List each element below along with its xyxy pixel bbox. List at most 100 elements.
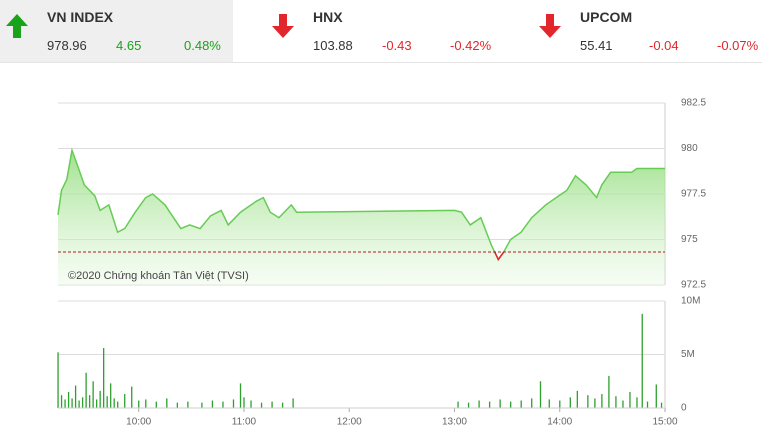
volume-bar [81,397,84,408]
area [58,150,665,285]
volume-bar [569,397,571,408]
down-arrow [539,14,561,38]
x-tick-label: 10:00 [126,417,151,428]
divider [0,62,762,63]
index-percent: -0.07% [717,38,759,53]
volume-bar [113,398,115,408]
volume-bar [629,391,631,408]
y-tick-label: 0 [681,403,687,414]
volume-bar [176,402,178,408]
index-value: 103.88 [313,38,353,53]
volume-bar [106,396,108,408]
volume-bar [187,401,189,408]
index-percent: -0.42% [450,38,492,53]
index-change: -0.43 [382,38,412,53]
volume-bar [622,400,624,408]
volume-bar [145,399,147,408]
index-name: UPCOM [580,9,633,25]
volume-bar [211,400,214,408]
index-change: 4.65 [116,38,142,53]
volume-bar [232,399,235,408]
volume-bar [281,402,284,408]
volume-bar [488,401,491,408]
volume-bar [587,395,589,408]
volume-bar [636,397,638,408]
volume-bar [641,313,643,408]
volume-bar [615,396,617,408]
volume-bar [601,394,603,408]
volume-bar [71,398,73,408]
index-tab[interactable]: UPCOM 55.41 -0.04 -0.07% [533,0,762,62]
volume-bar [95,399,98,408]
index-value: 55.41 [580,38,613,53]
y-tick-label: 977.5 [681,189,706,200]
volume-bar [260,402,263,408]
index-name: HNX [313,9,343,25]
x-tick-label: 15:00 [652,417,677,428]
volume-bar [78,400,80,408]
volume-bar [131,386,133,408]
index-change: -0.04 [649,38,679,53]
price-line [57,147,665,261]
volume-bar [155,401,157,408]
volume-bar [60,395,63,408]
volume-bar [92,381,94,408]
index-percent: 0.48% [184,38,221,53]
volume-bar [576,390,578,408]
y-tick-label: 10M [681,296,700,307]
volume-bar [510,401,512,408]
x-tick-label: 12:00 [337,417,362,428]
index-tab[interactable]: HNX 103.88 -0.43 -0.42% [266,0,520,62]
volume-bar [85,372,87,408]
volume-bar [655,384,657,408]
volume-bar [99,390,101,408]
volume-bar [594,398,596,408]
volume-bar [292,398,294,408]
volume-bar [222,401,224,408]
volume-bar [201,402,203,408]
volume-bar [74,385,77,408]
x-tick-label: 13:00 [442,417,467,428]
x-tick-label: 14:00 [547,417,572,428]
volume-bar [271,401,273,408]
volume-bar [117,401,119,408]
volume-bar [88,395,91,408]
volume-bar [660,402,663,408]
volume-bar [250,400,252,408]
volume-bar [478,400,480,408]
volume-bar [520,400,522,408]
volume-bar [531,398,533,408]
volume-bar [499,399,501,408]
volume-bar [239,383,242,408]
y-tick-label: 980 [681,143,698,154]
volume-bar [64,399,66,408]
volume-bar [166,398,168,408]
volume-bar [608,375,610,408]
index-tab[interactable]: VN INDEX 978.96 4.65 0.48% [0,0,233,62]
volume-bar [548,399,550,408]
volume-bar [110,383,112,408]
volume-bar [67,391,70,408]
volume-bar [243,397,245,408]
y-tick-label: 972.5 [681,280,706,291]
y-tick-label: 982.5 [681,98,706,109]
watermark: ©2020 Chứng khoán Tân Việt (TVSI) [68,270,249,282]
volume-bar [138,400,140,408]
volume-bar [457,401,459,408]
index-value: 978.96 [47,38,87,53]
volume-bar [103,348,105,408]
volume-bar [539,381,542,408]
volume-bar [646,401,649,408]
down-arrow [272,14,294,38]
volume-bar [559,400,561,408]
volume-bar [124,394,126,408]
index-name: VN INDEX [47,9,114,25]
x-tick-label: 11:00 [232,417,257,428]
y-tick-label: 975 [681,234,698,245]
up-arrow [6,14,28,38]
y-tick-label: 5M [681,349,695,360]
volume-bar [57,352,59,408]
volume-bar [467,402,470,408]
